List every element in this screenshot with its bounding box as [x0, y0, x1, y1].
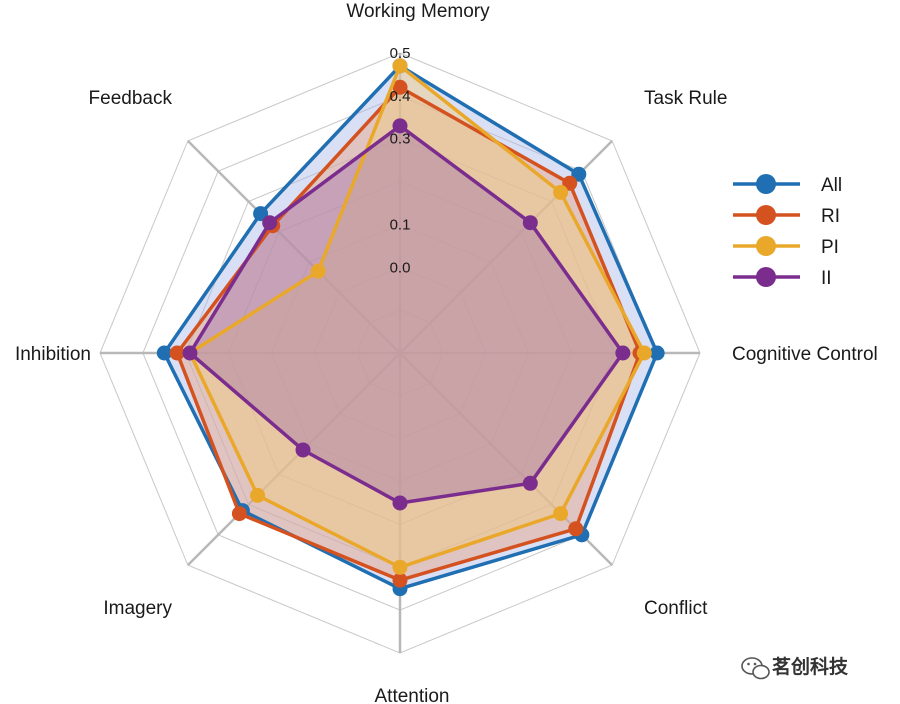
series-area-all	[164, 65, 658, 589]
r-tick-label: 0.1	[390, 216, 411, 233]
radial-tick-labels: 0.0 0.1 0.3 0.4 0.5	[390, 45, 411, 276]
legend-swatch-marker	[756, 236, 776, 256]
data-point-ri	[562, 175, 578, 191]
axis-label: Attention	[375, 686, 450, 704]
legend-swatch-marker	[756, 267, 776, 287]
data-point-ii	[295, 442, 311, 458]
wechat-icon	[741, 657, 770, 680]
r-tick-label: 0.5	[390, 45, 411, 62]
axis-label: Imagery	[103, 598, 172, 619]
data-point-ri	[392, 79, 408, 95]
data-point-ri	[231, 506, 247, 522]
axis-label: Feedback	[89, 88, 173, 109]
data-point-pi	[553, 506, 569, 522]
data-point-ii	[182, 345, 198, 361]
watermark-text: 茗创科技	[772, 655, 849, 678]
legend-label: PI	[821, 237, 839, 258]
axis-label: Working Memory	[346, 1, 490, 22]
data-point-ii	[262, 215, 278, 231]
data-point-all	[156, 345, 172, 361]
r-tick-label: 0.0	[390, 259, 411, 276]
data-point-pi	[553, 184, 569, 200]
series-area-ii	[190, 125, 623, 503]
legend-label: II	[821, 268, 832, 289]
data-point-all	[649, 345, 665, 361]
series-area-pi	[190, 65, 645, 568]
data-point-pi	[636, 345, 652, 361]
grid-spoke	[186, 139, 401, 354]
axis-label: Task Rule	[644, 88, 727, 109]
r-tick-label: 0.4	[390, 88, 411, 105]
watermark: 茗创科技	[741, 655, 849, 680]
axis-label: Inhibition	[15, 344, 91, 365]
legend-label: All	[821, 175, 842, 196]
series-lines	[156, 58, 665, 597]
data-point-ri	[169, 345, 185, 361]
axis-label: Cognitive Control	[732, 344, 878, 365]
data-point-ii	[522, 215, 538, 231]
data-point-all	[571, 166, 587, 182]
data-point-ii	[392, 495, 408, 511]
data-point-ii	[392, 118, 408, 134]
legend-swatch-marker	[756, 174, 776, 194]
r-tick-label: 0.3	[390, 131, 411, 148]
data-point-pi	[310, 263, 326, 279]
data-point-ri	[568, 521, 584, 537]
legend-swatch-marker	[756, 205, 776, 225]
axis-labels: Working Memory Task Rule Cognitive Control…	[15, 1, 878, 704]
data-point-ii	[615, 345, 631, 361]
legend: All RI PI II	[733, 174, 842, 289]
data-point-all	[253, 206, 269, 222]
data-point-pi	[392, 559, 408, 575]
data-point-ii	[522, 475, 538, 491]
data-point-pi	[392, 58, 408, 74]
legend-label: RI	[821, 206, 840, 227]
data-point-pi	[250, 487, 266, 503]
axis-label: Conflict	[644, 598, 708, 619]
data-point-ri	[392, 572, 408, 588]
series-area-ri	[177, 87, 640, 581]
series-fills	[164, 65, 658, 589]
grid-spoke	[186, 352, 401, 567]
